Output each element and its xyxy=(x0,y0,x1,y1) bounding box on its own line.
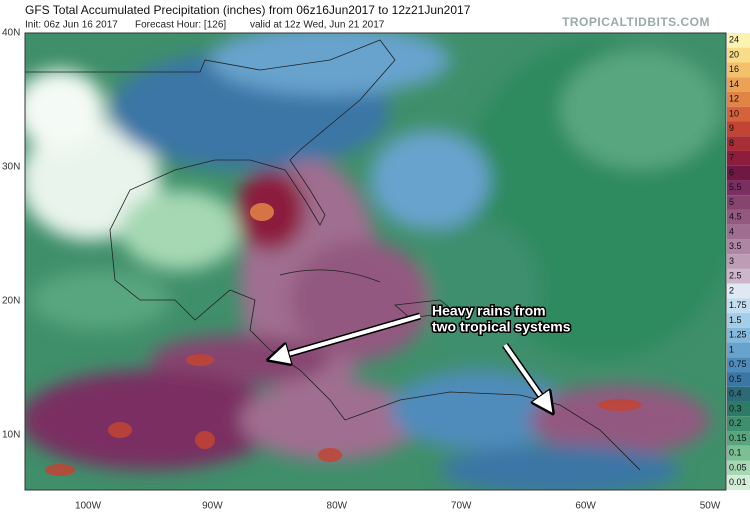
longitude-labels: 100W 90W 80W 70W 60W 50W xyxy=(75,501,721,512)
longitude-label: 70W xyxy=(451,501,472,512)
colorbar-label: 1.5 xyxy=(729,315,742,325)
colorbar-swatch xyxy=(727,209,750,225)
colorbar-swatch xyxy=(727,239,750,255)
colorbar-swatch xyxy=(727,401,750,417)
colorbar-swatch xyxy=(727,254,750,269)
colorbar-swatch xyxy=(727,106,750,122)
colorbar-label: 14 xyxy=(729,79,739,89)
colorbar-swatch xyxy=(727,121,750,137)
colorbar-label: 0.2 xyxy=(729,418,742,428)
colorbar-label: 20 xyxy=(729,49,739,59)
colorbar-label: 0.1 xyxy=(729,448,742,458)
colorbar-swatch xyxy=(727,77,750,92)
title: GFS Total Accumulated Precipitation (inc… xyxy=(25,3,471,17)
latitude-label: 40N xyxy=(2,28,20,39)
colorbar-swatch xyxy=(727,327,750,343)
colorbar-swatch xyxy=(727,357,750,373)
annotation-text: two tropical systems xyxy=(432,319,571,335)
colorbar-label: 0.4 xyxy=(729,389,742,399)
colorbar-label: 0.01 xyxy=(729,477,747,487)
colorbar-swatch xyxy=(727,431,750,446)
colorbar-swatch xyxy=(727,47,750,63)
colorbar-swatch xyxy=(727,342,750,358)
colorbar-swatch xyxy=(727,283,750,299)
colorbar-swatch xyxy=(727,416,750,432)
valid-time: valid at 12z Wed, Jun 21 2017 xyxy=(250,20,385,31)
colorbar-label: 2 xyxy=(729,285,734,295)
colorbar-label: 1 xyxy=(729,344,734,354)
colorbar-swatch xyxy=(727,386,750,402)
latitude-label: 30N xyxy=(2,162,20,173)
longitude-label: 100W xyxy=(75,501,102,512)
colorbar-label: 12 xyxy=(729,94,739,104)
colorbar-label: 9 xyxy=(729,123,734,133)
colorbar-label: 0.5 xyxy=(729,374,742,384)
colorbar-swatch xyxy=(727,150,750,166)
colorbar-swatch xyxy=(727,313,750,328)
precip-map xyxy=(25,33,726,490)
colorbar-swatch xyxy=(727,224,750,240)
colorbar-label: 0.15 xyxy=(729,433,747,443)
colorbar-label: 1.75 xyxy=(729,300,747,310)
init-time: Init: 06z Jun 16 2017 xyxy=(25,20,118,31)
annotation: Heavy rains from two tropical systems xyxy=(278,301,572,405)
watermark: TROPICALTIDBITS.COM xyxy=(562,15,710,29)
colorbar-swatch xyxy=(727,165,750,181)
colorbar-swatch xyxy=(727,445,750,461)
latitude-labels: 40N 30N 20N 10N xyxy=(2,28,20,441)
colorbar-label: 4.5 xyxy=(729,212,742,222)
colorbar-swatch xyxy=(727,268,750,284)
colorbar-swatch xyxy=(727,372,750,387)
colorbar-label: 10 xyxy=(729,108,739,118)
colorbar-label: 0.75 xyxy=(729,359,747,369)
latitude-label: 10N xyxy=(2,430,20,441)
latitude-label: 20N xyxy=(2,296,20,307)
colorbar-label: 0.05 xyxy=(729,462,747,472)
map-frame xyxy=(24,32,727,491)
colorbar-swatch xyxy=(727,62,750,78)
colorbar-swatch xyxy=(727,298,750,314)
longitude-label: 60W xyxy=(575,501,596,512)
colorbar-label: 16 xyxy=(729,64,739,74)
colorbar-label: 6 xyxy=(729,167,734,177)
colorbar-label: 24 xyxy=(729,35,739,45)
colorbar-label: 1.25 xyxy=(729,330,747,340)
longitude-label: 80W xyxy=(327,501,348,512)
colorbar-label: 2.5 xyxy=(729,271,742,281)
colorbar-label: 3.5 xyxy=(729,241,742,251)
longitude-label: 90W xyxy=(202,501,223,512)
colorbar-swatch xyxy=(727,460,750,476)
colorbar: 24 20 16 14 12 10 9 8 7 6 5.5 5 4.5 4 3.5 3 2.5 2 1.75 1.5 1… xyxy=(727,33,750,490)
colorbar-label: 0.3 xyxy=(729,403,742,413)
colorbar-swatch xyxy=(727,195,750,210)
annotation-text: Heavy rains from xyxy=(432,303,546,319)
longitude-label: 50W xyxy=(700,501,721,512)
colorbar-swatch xyxy=(727,136,750,151)
colorbar-label: 5 xyxy=(729,197,734,207)
colorbar-swatch xyxy=(727,33,750,48)
colorbar-label: 7 xyxy=(729,153,734,163)
colorbar-swatch xyxy=(727,180,750,196)
coastlines xyxy=(25,39,641,471)
colorbar-label: 8 xyxy=(729,138,734,148)
colorbar-swatch xyxy=(727,475,750,490)
colorbar-label: 5.5 xyxy=(729,182,742,192)
colorbar-label: 4 xyxy=(729,226,734,236)
colorbar-swatch xyxy=(727,91,750,107)
colorbar-label: 3 xyxy=(729,256,734,266)
forecast-hour: Forecast Hour: [126] xyxy=(135,20,226,31)
